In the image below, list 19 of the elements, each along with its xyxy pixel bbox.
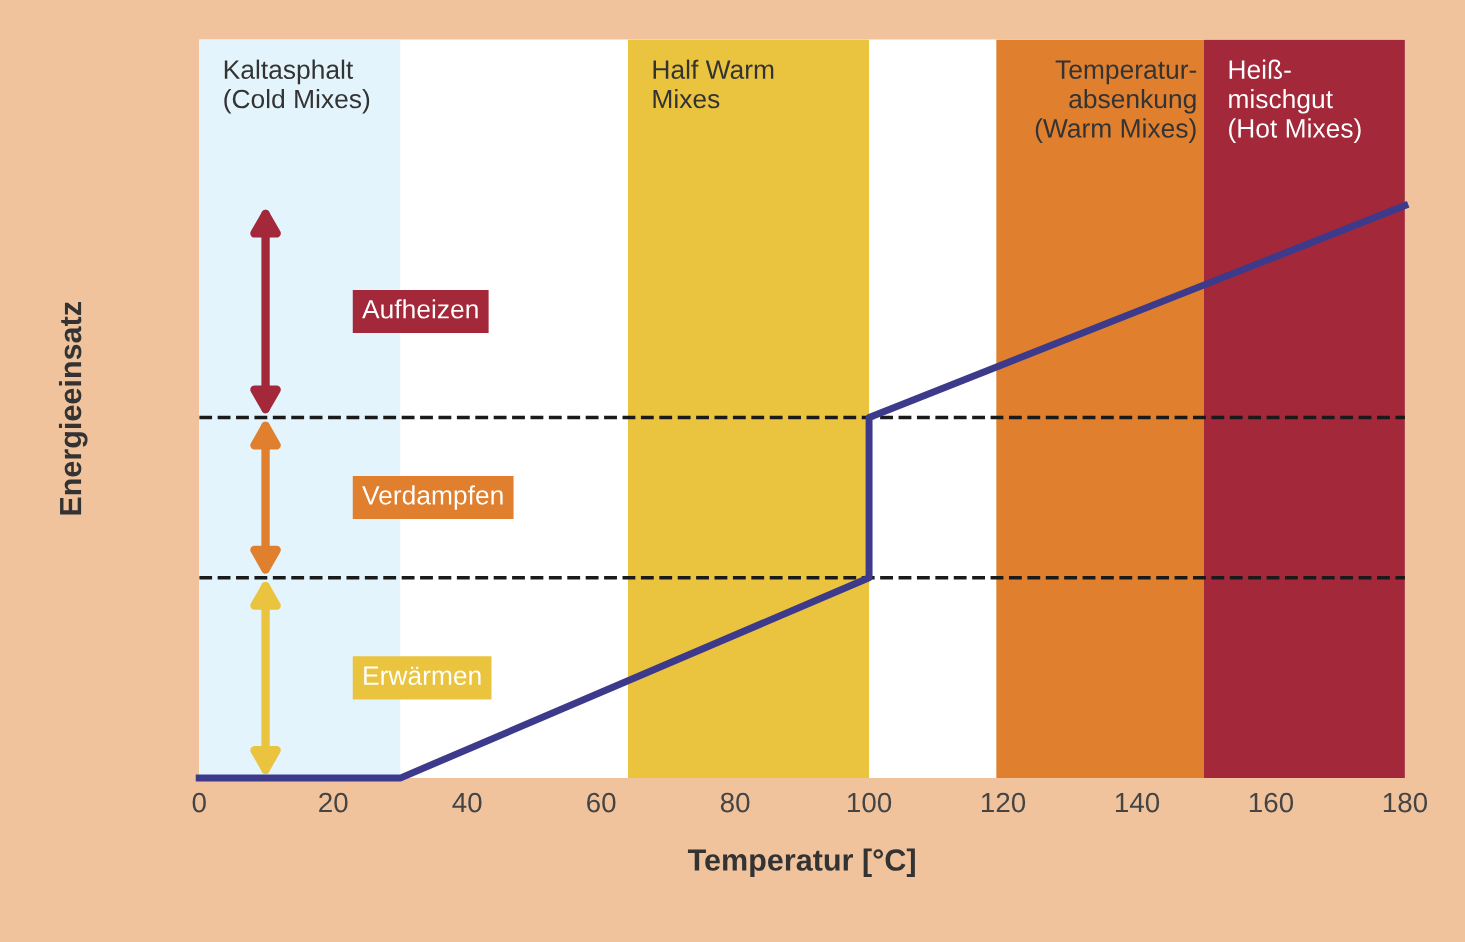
x-tick-label: 120 xyxy=(981,792,1026,813)
annotation: Verdampfen xyxy=(362,485,503,510)
band-label: Half Warm Mixes xyxy=(653,59,774,109)
y-axis-title: Energieeinsatz xyxy=(58,302,88,515)
band-label: Heiß- mischgut (Hot Mixes) xyxy=(1229,59,1361,143)
x-tick-label: 20 xyxy=(319,792,348,813)
band-label: Kaltasphalt (Cold Mixes) xyxy=(224,59,370,114)
x-tick-label: 100 xyxy=(848,792,892,813)
x-tick-label: 40 xyxy=(452,792,482,813)
x-tick-label: 0 xyxy=(192,792,206,813)
annotation: Aufheizen xyxy=(362,299,478,319)
x-tick-label: 140 xyxy=(1115,792,1160,813)
annotation: Erwärmen xyxy=(364,666,481,685)
x-tick-label: 180 xyxy=(1383,792,1428,813)
x-axis-title: Temperatur [°C] xyxy=(687,848,915,877)
band-label: Temperatur- absenkung (Warm Mixes) xyxy=(1035,60,1197,143)
x-tick-label: 160 xyxy=(1249,792,1294,813)
x-tick-label: 80 xyxy=(720,792,750,813)
x-tick-label: 60 xyxy=(587,792,616,813)
